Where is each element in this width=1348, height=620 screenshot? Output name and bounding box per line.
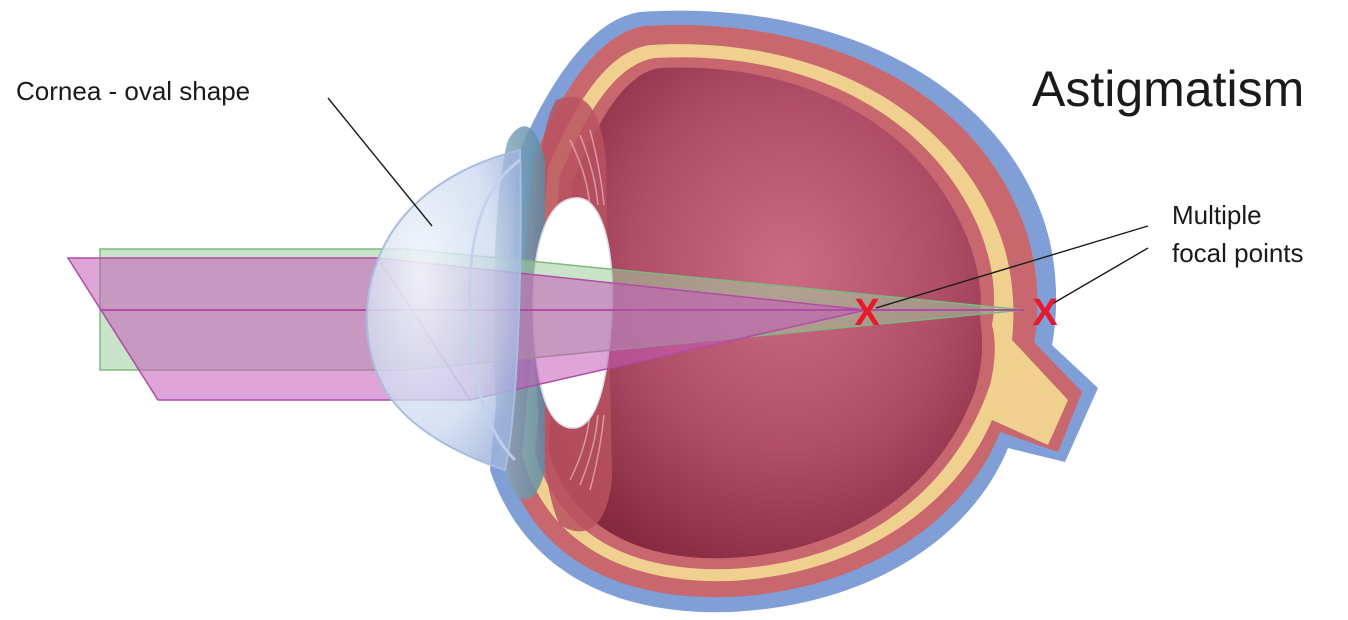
focal-points-label-line2: focal points bbox=[1172, 238, 1304, 268]
focal-point-mark-1: X bbox=[854, 292, 880, 334]
focal-leader-line-2 bbox=[1051, 247, 1149, 305]
anterior-chamber bbox=[468, 158, 521, 462]
focal-points-label-line1: Multiple bbox=[1172, 200, 1262, 230]
focal-leader-line-1 bbox=[875, 225, 1149, 309]
cornea-label: Cornea - oval shape bbox=[16, 76, 250, 106]
leader-lines bbox=[327, 97, 1149, 309]
focal-point-mark-2: X bbox=[1032, 292, 1058, 334]
cornea bbox=[365, 148, 522, 472]
zonule-fibres bbox=[569, 129, 605, 491]
cornea-leader-line bbox=[327, 97, 433, 227]
diagram-title: Astigmatism bbox=[1032, 61, 1304, 117]
